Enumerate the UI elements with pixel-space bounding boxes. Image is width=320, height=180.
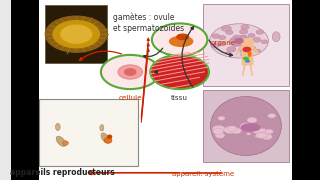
Circle shape [255, 128, 267, 135]
Circle shape [118, 65, 143, 79]
Bar [45, 5, 107, 63]
Circle shape [213, 128, 224, 135]
Circle shape [239, 47, 249, 53]
Text: appareils reproducteurs: appareils reproducteurs [10, 168, 115, 177]
Circle shape [210, 24, 268, 58]
Ellipse shape [246, 60, 249, 62]
Text: gamètes : ovule
et spermatozoides: gamètes : ovule et spermatozoides [113, 13, 184, 33]
Circle shape [248, 33, 255, 37]
Circle shape [235, 39, 243, 43]
Ellipse shape [248, 52, 251, 56]
Circle shape [150, 55, 209, 89]
Bar [203, 4, 289, 86]
Circle shape [265, 129, 273, 134]
Circle shape [243, 47, 251, 52]
Ellipse shape [177, 34, 188, 40]
Ellipse shape [100, 125, 104, 131]
Circle shape [246, 132, 251, 135]
Ellipse shape [241, 124, 260, 131]
Ellipse shape [56, 136, 66, 147]
Circle shape [227, 47, 236, 52]
Circle shape [255, 134, 262, 138]
Ellipse shape [108, 135, 112, 138]
Ellipse shape [63, 141, 68, 145]
Circle shape [252, 129, 260, 133]
Circle shape [238, 40, 248, 46]
Circle shape [233, 43, 238, 47]
Circle shape [226, 52, 231, 55]
Circle shape [212, 34, 220, 38]
Circle shape [247, 117, 257, 123]
Circle shape [230, 38, 238, 42]
Circle shape [255, 49, 261, 53]
Circle shape [226, 30, 233, 34]
FancyBboxPatch shape [242, 46, 253, 65]
Circle shape [256, 30, 264, 34]
Circle shape [212, 125, 225, 133]
Circle shape [261, 40, 268, 44]
Circle shape [221, 25, 231, 31]
Circle shape [45, 16, 107, 52]
Text: appareil. système: appareil. système [172, 170, 234, 177]
Bar [39, 0, 292, 180]
Circle shape [268, 113, 276, 118]
Circle shape [233, 35, 241, 40]
Circle shape [215, 132, 225, 138]
Circle shape [261, 133, 272, 140]
Circle shape [239, 35, 249, 41]
Text: organe: organe [211, 40, 236, 46]
Circle shape [229, 39, 239, 45]
Circle shape [239, 29, 248, 34]
Circle shape [53, 21, 100, 48]
Circle shape [231, 128, 242, 134]
Circle shape [240, 123, 253, 130]
Circle shape [218, 116, 225, 120]
Ellipse shape [170, 36, 193, 46]
Ellipse shape [244, 57, 248, 60]
Circle shape [218, 42, 226, 46]
Ellipse shape [272, 32, 280, 42]
Circle shape [248, 46, 255, 50]
Ellipse shape [101, 133, 109, 143]
Bar [39, 99, 138, 166]
Circle shape [228, 126, 237, 131]
Circle shape [125, 69, 136, 75]
Circle shape [241, 25, 249, 30]
Bar [12, 0, 39, 180]
Circle shape [236, 42, 243, 46]
Circle shape [211, 43, 219, 48]
Circle shape [224, 126, 237, 134]
Circle shape [258, 132, 268, 138]
Circle shape [241, 39, 254, 46]
Ellipse shape [56, 123, 60, 130]
Circle shape [152, 23, 207, 56]
Ellipse shape [104, 138, 112, 143]
Circle shape [219, 35, 226, 40]
Circle shape [240, 53, 246, 56]
Circle shape [240, 38, 247, 42]
Ellipse shape [211, 96, 281, 156]
Text: cellule: cellule [118, 95, 142, 101]
Bar [203, 90, 289, 162]
Circle shape [61, 25, 92, 43]
Circle shape [253, 37, 261, 42]
Circle shape [101, 55, 160, 89]
Bar [292, 0, 320, 180]
Circle shape [256, 132, 266, 138]
Circle shape [237, 36, 246, 41]
Text: tissu: tissu [171, 95, 188, 101]
